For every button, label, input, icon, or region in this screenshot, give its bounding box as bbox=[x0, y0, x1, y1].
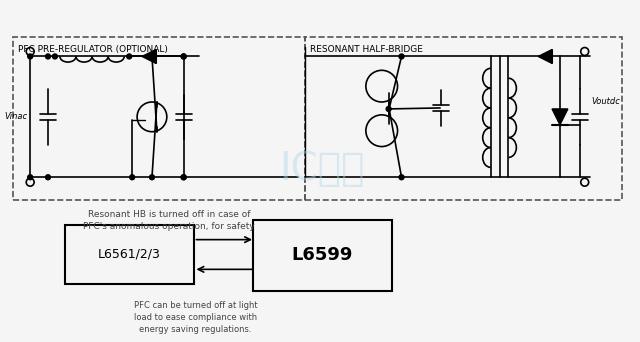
Circle shape bbox=[28, 175, 33, 180]
Circle shape bbox=[181, 54, 186, 59]
Text: PFC PRE-REGULATOR (OPTIONAL): PFC PRE-REGULATOR (OPTIONAL) bbox=[19, 44, 168, 54]
Text: IC先生: IC先生 bbox=[280, 150, 365, 188]
Text: L6561/2/3: L6561/2/3 bbox=[98, 248, 161, 261]
Text: L6599: L6599 bbox=[292, 247, 353, 264]
Circle shape bbox=[181, 54, 186, 59]
Text: Resonant HB is turned off in case of
PFC's anomalous operation, for safety: Resonant HB is turned off in case of PFC… bbox=[83, 210, 255, 231]
Circle shape bbox=[28, 54, 33, 59]
Circle shape bbox=[45, 54, 51, 59]
Circle shape bbox=[399, 175, 404, 180]
Circle shape bbox=[150, 175, 154, 180]
Text: Vinac: Vinac bbox=[4, 113, 28, 121]
Circle shape bbox=[399, 54, 404, 59]
Text: PFC can be turned off at light
load to ease compliance with
energy saving regula: PFC can be turned off at light load to e… bbox=[134, 301, 257, 334]
Circle shape bbox=[130, 175, 134, 180]
Polygon shape bbox=[552, 109, 568, 125]
Text: RESONANT HALF-BRIDGE: RESONANT HALF-BRIDGE bbox=[310, 44, 423, 54]
Polygon shape bbox=[538, 50, 552, 63]
Circle shape bbox=[52, 54, 58, 59]
Circle shape bbox=[181, 175, 186, 180]
Circle shape bbox=[181, 175, 186, 180]
Circle shape bbox=[127, 54, 132, 59]
Circle shape bbox=[386, 106, 391, 111]
Circle shape bbox=[45, 175, 51, 180]
Polygon shape bbox=[142, 50, 156, 63]
Text: Voutdc: Voutdc bbox=[591, 97, 621, 106]
